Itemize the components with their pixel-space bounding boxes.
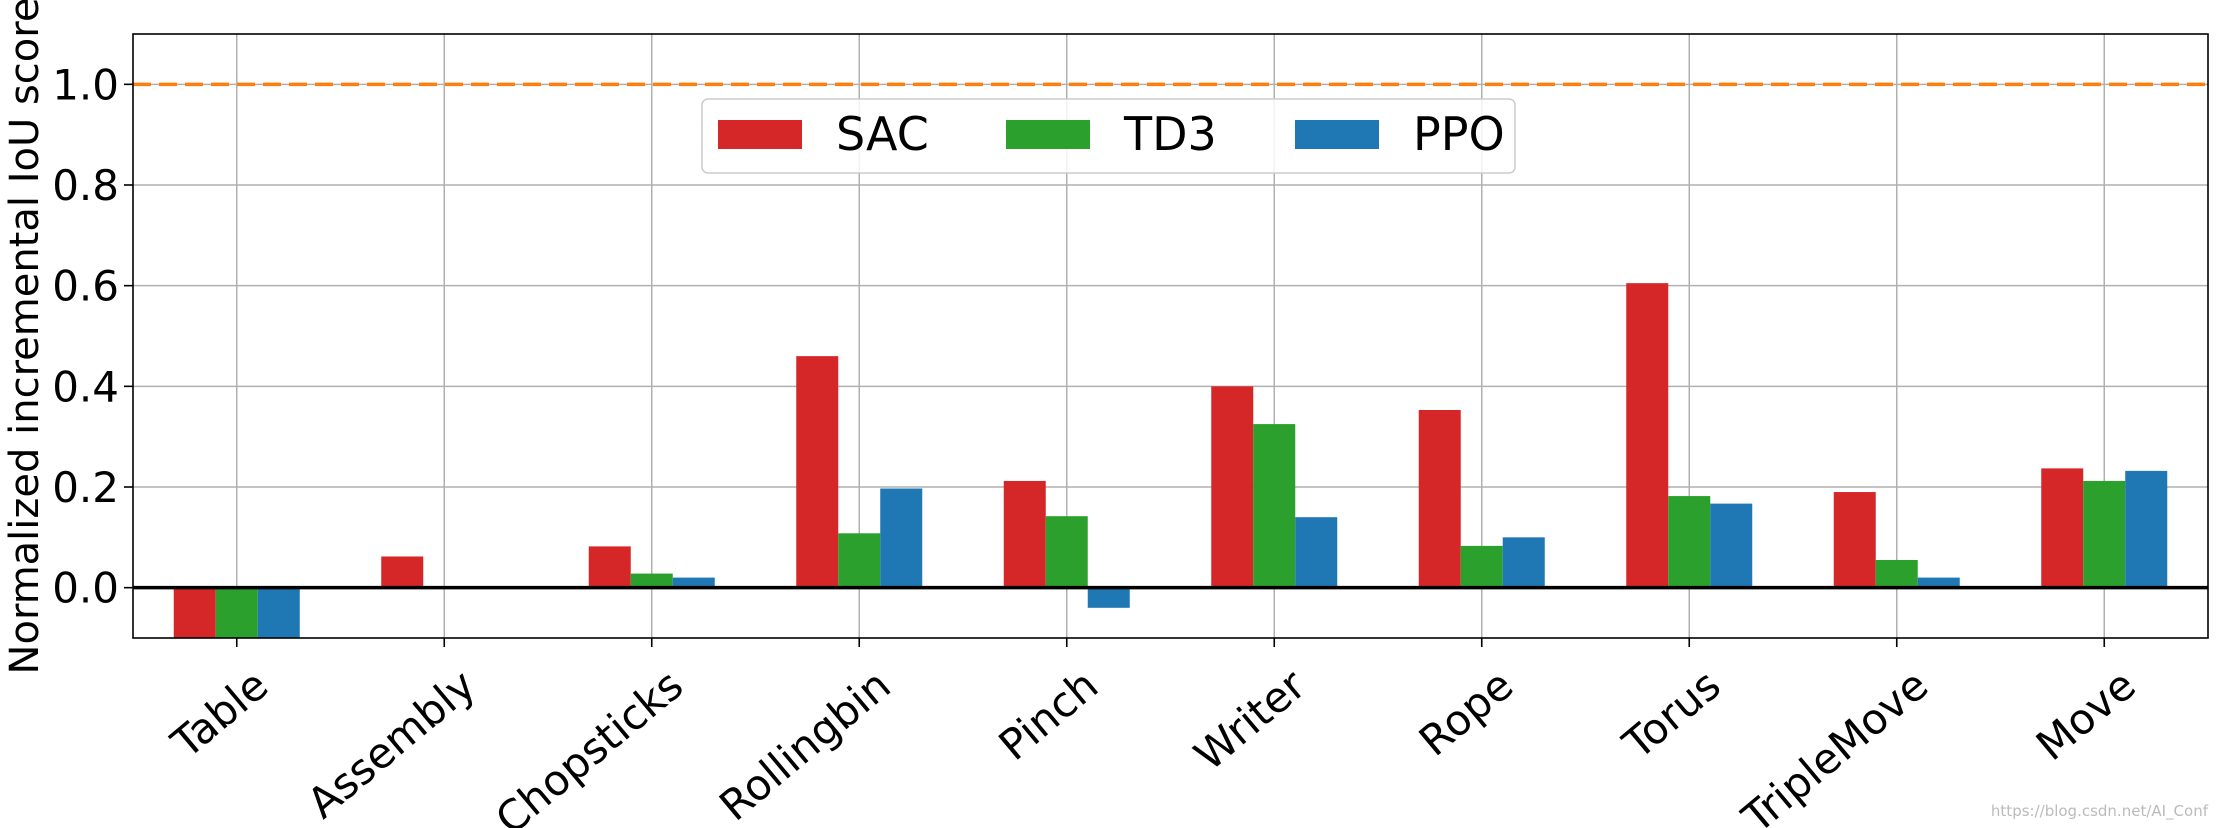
y-tick-label: 0.8 <box>52 161 119 210</box>
bar-td3-torus <box>1668 496 1711 588</box>
y-tick-label: 0.6 <box>52 262 119 311</box>
bar-ppo-triplemove <box>1917 577 1960 588</box>
bar-ppo-table <box>257 587 300 638</box>
x-axis-ticks: Table Assembly Chopsticks Rollingbin Pinch Wr… <box>162 638 2145 828</box>
legend-label-ppo: PPO <box>1413 107 1505 161</box>
bar-sac-chopsticks <box>588 546 631 588</box>
x-tick-label-triplemove: TripleMove <box>1732 660 1937 828</box>
bar-ppo-rollingbin <box>880 488 923 588</box>
watermark-text: https://blog.csdn.net/AI_Conf <box>1991 802 2209 821</box>
legend-label-sac: SAC <box>836 107 929 161</box>
bar-td3-triplemove <box>1875 559 1918 588</box>
bar-ppo-rope <box>1502 537 1545 588</box>
legend-swatch-sac <box>718 120 802 149</box>
x-tick-label-rope: Rope <box>1410 660 1522 765</box>
y-axis-ticks: 0.0 0.2 0.4 0.6 0.8 1.0 <box>52 60 133 613</box>
x-tick-label-chopsticks: Chopsticks <box>486 660 692 828</box>
x-tick-label-torus: Torus <box>1613 660 1730 769</box>
y-tick-label: 0.4 <box>52 362 119 411</box>
bar-ppo-move <box>2125 470 2168 588</box>
y-tick-label: 0.0 <box>52 564 119 613</box>
bar-sac-writer <box>1211 386 1254 588</box>
plot-frame <box>132 33 2209 639</box>
bar-sac-torus <box>1626 283 1669 588</box>
bar-sac-assembly <box>381 556 424 588</box>
bars <box>173 283 2168 638</box>
bar-sac-move <box>2041 468 2084 588</box>
legend: SAC TD3 PPO <box>701 98 1516 174</box>
bar-td3-rollingbin <box>838 533 881 588</box>
bar-td3-writer <box>1253 424 1296 588</box>
bar-td3-move <box>2083 480 2126 588</box>
x-tick-label-move: Move <box>2027 660 2145 770</box>
reference-lines <box>133 82 2208 590</box>
y-tick-label: 0.2 <box>52 463 119 512</box>
bar-td3-table <box>215 587 258 638</box>
y-axis-label: Normalized incremental IoU score <box>2 0 48 674</box>
legend-box <box>701 98 1516 174</box>
x-tick-label-writer: Writer <box>1185 660 1315 780</box>
bar-sac-triplemove <box>1833 492 1876 588</box>
x-tick-label-rollingbin: Rollingbin <box>710 660 899 828</box>
bar-td3-pinch <box>1045 516 1088 588</box>
legend-label-td3: TD3 <box>1123 107 1217 161</box>
bar-ppo-chopsticks <box>672 577 715 588</box>
bar-sac-rope <box>1418 409 1461 588</box>
legend-swatch-ppo <box>1295 120 1379 149</box>
x-tick-label-assembly: Assembly <box>298 660 485 828</box>
bar-sac-pinch <box>1003 480 1046 588</box>
y-tick-label: 1.0 <box>52 60 119 109</box>
legend-swatch-td3 <box>1006 120 1090 149</box>
bar-sac-table <box>173 587 216 638</box>
x-tick-label-pinch: Pinch <box>990 660 1108 770</box>
bar-td3-rope <box>1460 545 1503 588</box>
bar-ppo-pinch <box>1087 587 1130 608</box>
bar-ppo-writer <box>1295 517 1338 588</box>
bar-td3-chopsticks <box>630 573 673 588</box>
bar-sac-rollingbin <box>796 356 839 588</box>
bar-ppo-torus <box>1710 503 1753 588</box>
x-tick-label-table: Table <box>162 660 277 768</box>
